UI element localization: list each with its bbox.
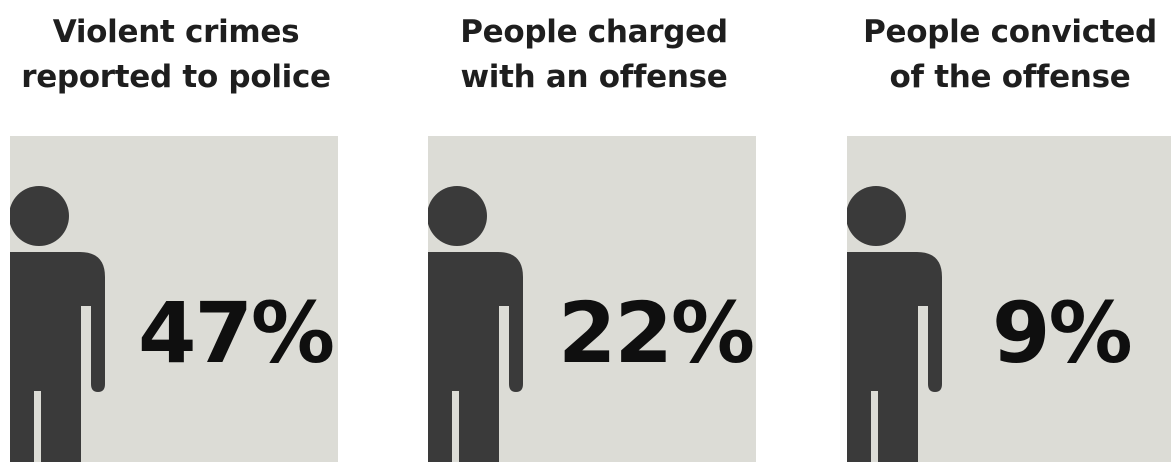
panel-charged: People charged with an offense 22% — [418, 0, 758, 462]
percent-value: 9% — [992, 284, 1133, 382]
person-icon — [10, 186, 105, 462]
panel-title: People charged with an offense — [424, 10, 764, 100]
panel-title-line-2: with an offense — [460, 59, 728, 95]
panel-title: People convicted of the offense — [840, 10, 1171, 100]
stat-card: 47% — [10, 136, 338, 462]
panel-reported: Violent crimes reported to police 47% — [0, 0, 340, 462]
stat-card: 9% — [847, 136, 1171, 462]
panel-title-line-2: of the offense — [889, 59, 1131, 95]
panel-title-line-1: Violent crimes — [52, 14, 300, 50]
panel-title-line-2: reported to police — [21, 59, 331, 95]
panel-title: Violent crimes reported to police — [6, 10, 346, 100]
percent-value: 47% — [138, 284, 335, 382]
panel-convicted: People convicted of the offense 9% — [836, 0, 1171, 462]
panel-title-line-1: People charged — [460, 14, 728, 50]
person-icon — [428, 186, 523, 462]
person-icon — [847, 186, 942, 462]
percent-value: 22% — [558, 284, 755, 382]
stat-card: 22% — [428, 136, 756, 462]
panel-title-line-1: People convicted — [863, 14, 1157, 50]
